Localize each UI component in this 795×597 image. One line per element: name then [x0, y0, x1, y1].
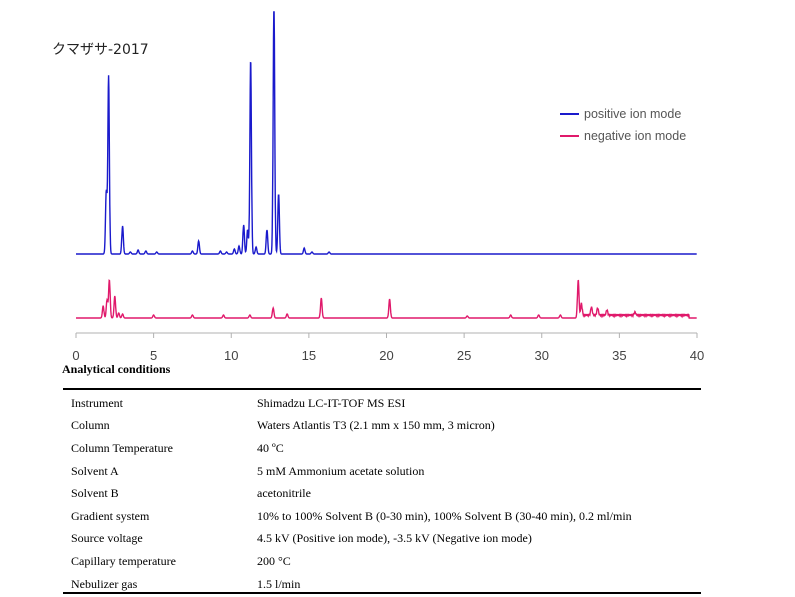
x-axis-ticks: 0 5 10 15 20 25 30 35 40 — [72, 333, 704, 363]
table-row: Instrument Shimadzu LC-IT-TOF MS ESI — [63, 392, 701, 415]
x-tick-label: 30 — [535, 348, 549, 363]
parameter-cell: Solvent A — [71, 463, 119, 478]
table-row: Gradient system 10% to 100% Solvent B (0-… — [63, 505, 701, 528]
x-tick-label: 20 — [379, 348, 393, 363]
parameter-cell: Instrument — [71, 395, 123, 410]
table-row: Column Waters Atlantis T3 (2.1 mm x 150 m… — [63, 415, 701, 438]
parameter-cell: Solvent B — [71, 486, 119, 501]
chromatogram-chart: クマザサ-2017 0 5 10 15 20 25 30 35 40 positive ion … — [52, 11, 704, 363]
x-tick-label: 5 — [150, 348, 157, 363]
chart-title: クマザサ-2017 — [52, 42, 149, 58]
value-cell: 5 mM Ammonium acetate solution — [257, 463, 425, 478]
parameter-cell: Nebulizer gas — [71, 576, 138, 591]
conditions-table: Instrument Shimadzu LC-IT-TOF MS ESI Colum… — [63, 392, 701, 595]
table-row: Source voltage 4.5 kV (Positive ion mode)… — [63, 528, 701, 551]
conditions-heading: Analytical conditions — [62, 362, 171, 376]
legend: positive ion mode negative ion mode — [560, 107, 686, 143]
value-cell: 10% to 100% Solvent B (0-30 min), 100% S… — [257, 508, 632, 523]
value-cell: 4.5 kV (Positive ion mode), -3.5 kV (Neg… — [257, 531, 532, 546]
table-row: Nebulizer gas 1.5 l/min — [63, 573, 701, 596]
x-tick-label: 25 — [457, 348, 471, 363]
traces — [76, 11, 697, 319]
value-cell: Waters Atlantis T3 (2.1 mm x 150 mm, 3 m… — [257, 418, 495, 433]
value-cell: 40 ºC — [257, 440, 284, 455]
parameter-cell: Gradient system — [71, 508, 150, 523]
table-row: Column Temperature 40 ºC — [63, 437, 701, 460]
x-tick-label: 35 — [612, 348, 626, 363]
parameter-cell: Source voltage — [71, 531, 143, 546]
table-bottom-rule — [63, 592, 701, 594]
legend-label: negative ion mode — [584, 129, 686, 143]
value-cell: acetonitrile — [257, 486, 311, 501]
parameter-cell: Column — [71, 418, 110, 433]
x-tick-label: 40 — [690, 348, 704, 363]
x-tick-label: 15 — [302, 348, 316, 363]
parameter-cell: Capillary temperature — [71, 553, 176, 568]
series-line-negative — [76, 279, 697, 319]
x-tick-label: 10 — [224, 348, 238, 363]
x-tick-label: 0 — [72, 348, 79, 363]
value-cell: Shimadzu LC-IT-TOF MS ESI — [257, 395, 406, 410]
table-row: Capillary temperature 200 °C — [63, 550, 701, 573]
table-row: Solvent B acetonitrile — [63, 482, 701, 505]
table-top-rule — [63, 388, 701, 390]
series-line-positive — [76, 11, 697, 255]
value-cell: 1.5 l/min — [257, 576, 301, 591]
legend-label: positive ion mode — [584, 107, 681, 121]
parameter-cell: Column Temperature — [71, 440, 173, 455]
table-row: Solvent A 5 mM Ammonium acetate solution — [63, 460, 701, 483]
value-cell: 200 °C — [257, 553, 291, 568]
